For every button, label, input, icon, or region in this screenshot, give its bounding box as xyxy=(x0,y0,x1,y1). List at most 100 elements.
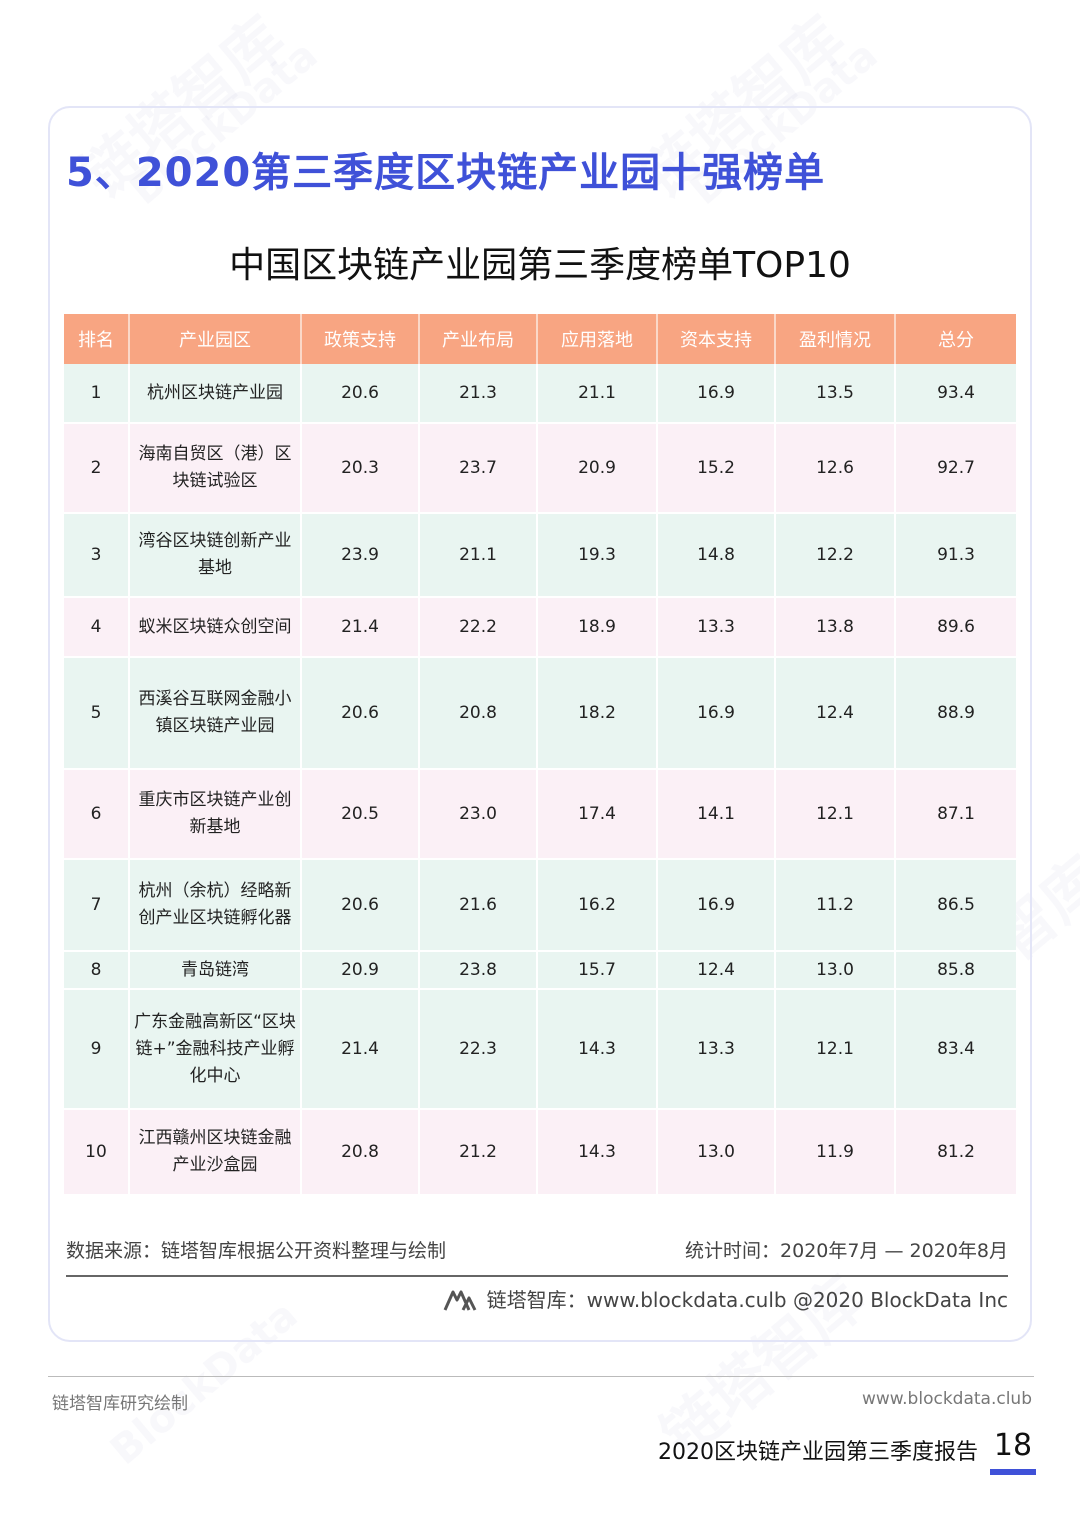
cell-layout: 21.3 xyxy=(420,364,538,424)
table-header-row: 排名 产业园区 政策支持 产业布局 应用落地 资本支持 盈利情况 总分 xyxy=(64,314,1016,364)
table-row: 4 蚁米区块链众创空间 21.4 22.2 18.9 13.3 13.8 89.… xyxy=(64,598,1016,658)
data-source: 数据来源：链塔智库根据公开资料整理与绘制 xyxy=(66,1240,447,1262)
stat-time: 统计时间：2020年7月 — 2020年8月 xyxy=(685,1240,1008,1262)
cell-application: 14.3 xyxy=(538,1110,658,1196)
cell-total: 92.7 xyxy=(896,424,1016,514)
cell-capital: 13.0 xyxy=(658,1110,776,1196)
footer-website: www.blockdata.club xyxy=(862,1389,1032,1409)
cell-application: 20.9 xyxy=(538,424,658,514)
cell-total: 83.4 xyxy=(896,990,1016,1110)
cell-profit: 11.2 xyxy=(776,860,896,952)
header-capital: 资本支持 xyxy=(658,314,776,364)
cell-park: 湾谷区块链创新产业基地 xyxy=(130,514,302,598)
cell-total: 85.8 xyxy=(896,952,1016,990)
cell-profit: 11.9 xyxy=(776,1110,896,1196)
cell-rank: 1 xyxy=(64,364,130,424)
cell-profit: 12.6 xyxy=(776,424,896,514)
cell-policy: 20.6 xyxy=(302,658,420,770)
cell-park: 广东金融高新区“区块链+”金融科技产业孵化中心 xyxy=(130,990,302,1110)
header-rank: 排名 xyxy=(64,314,130,364)
cell-layout: 23.0 xyxy=(420,770,538,860)
cell-park: 海南自贸区（港）区块链试验区 xyxy=(130,424,302,514)
cell-profit: 13.8 xyxy=(776,598,896,658)
cell-capital: 16.9 xyxy=(658,860,776,952)
cell-total: 93.4 xyxy=(896,364,1016,424)
cell-rank: 2 xyxy=(64,424,130,514)
table-row: 6 重庆市区块链产业创新基地 20.5 23.0 17.4 14.1 12.1 … xyxy=(64,770,1016,860)
cell-application: 21.1 xyxy=(538,364,658,424)
cell-rank: 5 xyxy=(64,658,130,770)
cell-rank: 10 xyxy=(64,1110,130,1196)
cell-park: 杭州区块链产业园 xyxy=(130,364,302,424)
cell-policy: 20.6 xyxy=(302,364,420,424)
cell-policy: 20.5 xyxy=(302,770,420,860)
cell-total: 89.6 xyxy=(896,598,1016,658)
cell-total: 86.5 xyxy=(896,860,1016,952)
cell-layout: 21.6 xyxy=(420,860,538,952)
cell-application: 16.2 xyxy=(538,860,658,952)
cell-policy: 20.8 xyxy=(302,1110,420,1196)
cell-profit: 12.1 xyxy=(776,990,896,1110)
cell-profit: 12.2 xyxy=(776,514,896,598)
cell-layout: 22.3 xyxy=(420,990,538,1110)
cell-capital: 14.8 xyxy=(658,514,776,598)
table-row: 1 杭州区块链产业园 20.6 21.3 21.1 16.9 13.5 93.4 xyxy=(64,364,1016,424)
cell-capital: 12.4 xyxy=(658,952,776,990)
content-card xyxy=(48,106,1032,1342)
cell-total: 88.9 xyxy=(896,658,1016,770)
credit-line: 链塔智库：www.blockdata.culb @2020 BlockData … xyxy=(443,1284,1008,1313)
cell-application: 14.3 xyxy=(538,990,658,1110)
header-application: 应用落地 xyxy=(538,314,658,364)
credit-text: 链塔智库：www.blockdata.culb @2020 BlockData … xyxy=(486,1288,1008,1312)
table-row: 5 西溪谷互联网金融小镇区块链产业园 20.6 20.8 18.2 16.9 1… xyxy=(64,658,1016,770)
cell-rank: 9 xyxy=(64,990,130,1110)
cell-layout: 21.2 xyxy=(420,1110,538,1196)
cell-rank: 3 xyxy=(64,514,130,598)
cell-application: 15.7 xyxy=(538,952,658,990)
cell-capital: 14.1 xyxy=(658,770,776,860)
cell-layout: 20.8 xyxy=(420,658,538,770)
header-layout: 产业布局 xyxy=(420,314,538,364)
table-row: 10 江西赣州区块链金融产业沙盒园 20.8 21.2 14.3 13.0 11… xyxy=(64,1110,1016,1196)
table-title: 中国区块链产业园第三季度榜单TOP10 xyxy=(229,245,851,286)
report-title: 2020区块链产业园第三季度报告 xyxy=(658,1440,978,1465)
cell-total: 87.1 xyxy=(896,770,1016,860)
cell-policy: 20.3 xyxy=(302,424,420,514)
cell-capital: 16.9 xyxy=(658,658,776,770)
header-profit: 盈利情况 xyxy=(776,314,896,364)
cell-capital: 15.2 xyxy=(658,424,776,514)
cell-rank: 7 xyxy=(64,860,130,952)
cell-profit: 13.0 xyxy=(776,952,896,990)
page-number-underline xyxy=(990,1469,1036,1475)
cell-rank: 4 xyxy=(64,598,130,658)
table-row: 3 湾谷区块链创新产业基地 23.9 21.1 19.3 14.8 12.2 9… xyxy=(64,514,1016,598)
cell-profit: 12.4 xyxy=(776,658,896,770)
footer-divider xyxy=(48,1376,1034,1377)
header-park: 产业园区 xyxy=(130,314,302,364)
cell-capital: 13.3 xyxy=(658,990,776,1110)
cell-park: 杭州（余杭）经略新创产业区块链孵化器 xyxy=(130,860,302,952)
cell-capital: 13.3 xyxy=(658,598,776,658)
cell-layout: 21.1 xyxy=(420,514,538,598)
page-number: 18 xyxy=(993,1428,1033,1463)
ranking-table: 排名 产业园区 政策支持 产业布局 应用落地 资本支持 盈利情况 总分 1 杭州… xyxy=(64,314,1016,1196)
cell-park: 江西赣州区块链金融产业沙盒园 xyxy=(130,1110,302,1196)
cell-application: 18.2 xyxy=(538,658,658,770)
header-total: 总分 xyxy=(896,314,1016,364)
cell-policy: 20.9 xyxy=(302,952,420,990)
cell-policy: 21.4 xyxy=(302,990,420,1110)
cell-total: 91.3 xyxy=(896,514,1016,598)
divider xyxy=(66,1275,1008,1277)
cell-profit: 12.1 xyxy=(776,770,896,860)
cell-park: 重庆市区块链产业创新基地 xyxy=(130,770,302,860)
cell-policy: 20.6 xyxy=(302,860,420,952)
cell-layout: 23.7 xyxy=(420,424,538,514)
header-policy: 政策支持 xyxy=(302,314,420,364)
cell-park: 蚁米区块链众创空间 xyxy=(130,598,302,658)
cell-application: 17.4 xyxy=(538,770,658,860)
cell-application: 18.9 xyxy=(538,598,658,658)
section-title: 5、2020第三季度区块链产业园十强榜单 xyxy=(66,150,826,196)
table-row: 8 青岛链湾 20.9 23.8 15.7 12.4 13.0 85.8 xyxy=(64,952,1016,990)
cell-layout: 23.8 xyxy=(420,952,538,990)
cell-total: 81.2 xyxy=(896,1110,1016,1196)
